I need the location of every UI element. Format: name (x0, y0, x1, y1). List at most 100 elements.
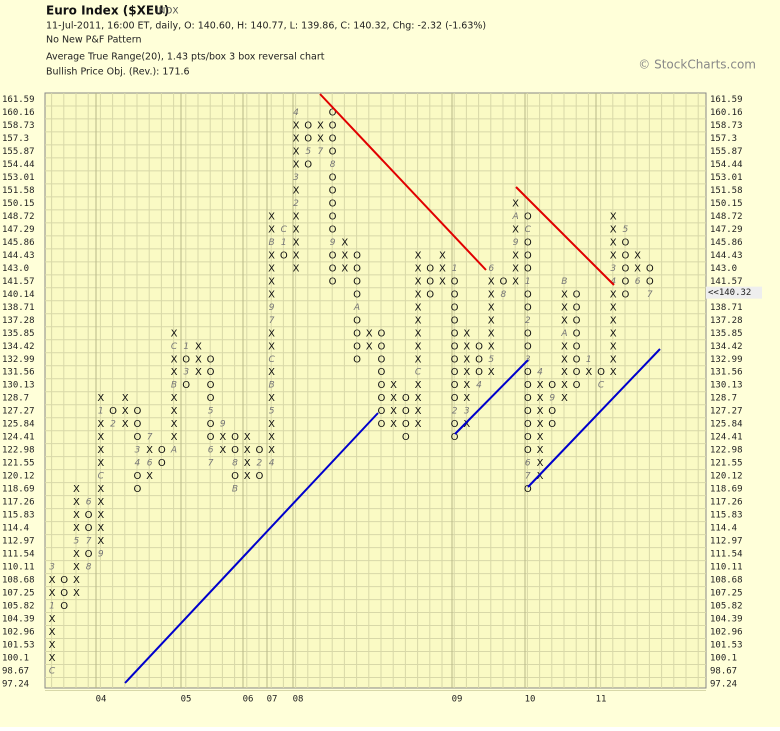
month-marker: 2 (525, 316, 531, 326)
x-box: X (171, 367, 178, 378)
pf-column: XXX (122, 393, 129, 430)
x-box: X (293, 224, 300, 235)
month-marker: C (268, 355, 275, 365)
month-marker: B (561, 277, 567, 287)
o-box: O (426, 289, 434, 300)
x-box: X (488, 276, 495, 287)
month-marker: 1 (281, 238, 287, 248)
x-box: X (171, 432, 178, 443)
x-box: X (268, 367, 275, 378)
x-box: X (244, 458, 251, 469)
x-box: X (512, 198, 519, 209)
y-tick-label: 140.14 (2, 290, 35, 300)
y-tick-label: 111.54 (2, 550, 35, 560)
o-box: O (621, 276, 629, 287)
y2-tick-label: 114.4 (710, 524, 737, 534)
o-box: O (329, 185, 337, 196)
y-tick-label: 125.84 (2, 420, 35, 430)
y-tick-label: 157.3 (2, 134, 29, 144)
o-box: O (573, 289, 581, 300)
month-marker: 6 (488, 264, 494, 274)
y-tick-label: 154.44 (2, 160, 35, 170)
x-box: X (49, 575, 56, 586)
month-marker: 8 (501, 290, 507, 300)
month-marker: 6 (208, 446, 214, 456)
y-tick-label: 122.98 (2, 446, 35, 456)
y2-tick-label: 160.16 (710, 108, 743, 118)
y2-tick-label: 107.25 (710, 589, 743, 599)
o-box: O (60, 601, 68, 612)
o-box: O (402, 393, 410, 404)
o-box: O (524, 263, 532, 274)
x-box: X (537, 445, 544, 456)
y-tick-label: 118.69 (2, 485, 35, 495)
y2-tick-label: 161.59 (710, 95, 743, 105)
o-box: O (231, 471, 239, 482)
x-box: X (488, 341, 495, 352)
x-box: X (561, 393, 568, 404)
o-box: O (524, 419, 532, 430)
info-line: No New P&F Pattern (46, 35, 141, 46)
x-tick-label: 09 (452, 695, 463, 705)
y-tick-label: 145.86 (2, 238, 35, 248)
pf-column: OO (158, 445, 166, 469)
o-box: O (133, 484, 141, 495)
o-box: O (60, 588, 68, 599)
month-marker: 9 (220, 420, 226, 430)
x-box: X (97, 458, 104, 469)
o-box: O (329, 146, 337, 157)
o-box: O (329, 211, 337, 222)
exchange: INDX (156, 7, 178, 17)
x-box: X (293, 237, 300, 248)
o-box: O (402, 406, 410, 417)
month-marker: 5 (208, 407, 214, 417)
month-marker: 9 (513, 238, 519, 248)
o-box: O (329, 120, 337, 131)
x-box: X (537, 393, 544, 404)
y-tick-label: 150.15 (2, 199, 35, 209)
y2-tick-label: 110.11 (710, 563, 743, 573)
month-marker: C (415, 368, 422, 378)
month-marker: 4 (293, 108, 299, 118)
y2-tick-label: 102.96 (710, 628, 743, 638)
x-box: X (610, 211, 617, 222)
month-marker: 6 (147, 459, 153, 469)
o-box: O (573, 315, 581, 326)
x-box: X (244, 445, 251, 456)
o-box: O (646, 276, 654, 287)
y2-tick-label: 147.29 (710, 225, 743, 235)
o-box: O (597, 367, 605, 378)
y-tick-label: 112.97 (2, 537, 35, 547)
x-box: X (73, 484, 80, 495)
o-box: O (451, 315, 459, 326)
y-tick-label: 114.4 (2, 524, 29, 534)
x-box: X (390, 380, 397, 391)
x-box: X (268, 250, 275, 261)
y-tick-label: 100.1 (2, 654, 29, 664)
o-box: O (304, 159, 312, 170)
o-box: O (182, 354, 190, 365)
o-box: O (329, 172, 337, 183)
x-box: X (537, 471, 544, 482)
y-tick-label: 158.73 (2, 121, 35, 131)
o-box: O (377, 328, 385, 339)
month-marker: 5 (74, 537, 80, 547)
o-box: O (426, 276, 434, 287)
o-box: O (451, 432, 459, 443)
o-box: O (621, 250, 629, 261)
o-box: O (475, 354, 483, 365)
x-box: X (610, 224, 617, 235)
x-tick-label: 06 (243, 695, 254, 705)
y2-tick-label: 117.26 (710, 498, 743, 508)
o-box: O (451, 289, 459, 300)
o-box: O (524, 406, 532, 417)
x-box: X (195, 354, 202, 365)
x-box: X (415, 315, 422, 326)
